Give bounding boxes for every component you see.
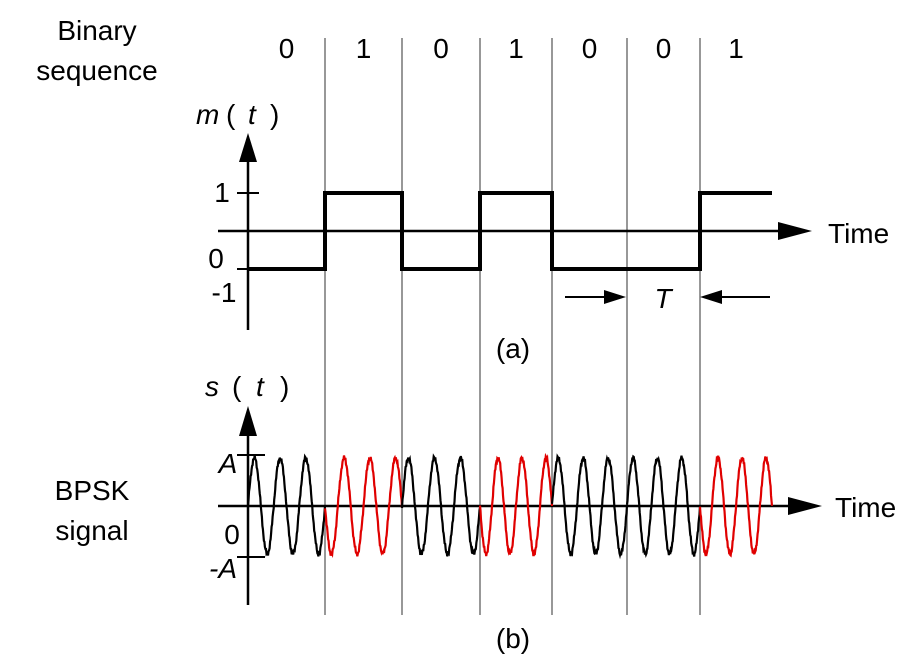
bpsk-segment-phase-pi bbox=[323, 454, 404, 558]
bpsk-label-line1: BPSK bbox=[55, 475, 130, 506]
tick-0b-label: 0 bbox=[224, 519, 240, 550]
bpsk-segment-phase-0 bbox=[550, 453, 629, 560]
bit-label: 1 bbox=[356, 33, 372, 64]
m-axis-open-paren: ( bbox=[226, 99, 236, 130]
bit-label: 0 bbox=[433, 33, 449, 64]
tick-negA-label: -A bbox=[209, 553, 237, 584]
time-label-a: Time bbox=[828, 218, 889, 249]
s-axis-symbol: s bbox=[205, 371, 219, 402]
caption-b: (b) bbox=[496, 623, 530, 654]
period-arrow-right-head bbox=[700, 290, 722, 304]
m-axis-arrowhead bbox=[239, 133, 257, 162]
bit-label: 1 bbox=[728, 33, 744, 64]
m-t-waveform bbox=[248, 191, 772, 271]
period-arrow-left-head bbox=[604, 290, 626, 304]
bit-labels: 0 1 0 1 0 0 1 bbox=[279, 33, 744, 64]
m-axis-close-paren: ) bbox=[270, 99, 279, 130]
s-axis-t: t bbox=[256, 371, 265, 402]
bpsk-segment-phase-0 bbox=[625, 454, 702, 558]
bit-label: 0 bbox=[582, 33, 598, 64]
bit-label: 0 bbox=[656, 33, 672, 64]
bpsk-label-line2: signal bbox=[55, 515, 128, 546]
period-label: T bbox=[654, 283, 673, 314]
bpsk-segment-phase-0 bbox=[246, 453, 327, 557]
binary-label-line1: Binary bbox=[57, 15, 136, 46]
bpsk-segment-phase-0 bbox=[400, 453, 482, 557]
tick-A-label: A bbox=[217, 448, 238, 479]
s-axis-close-paren: ) bbox=[280, 371, 289, 402]
tick-neg1-label: -1 bbox=[212, 277, 237, 308]
s-axis-open-paren: ( bbox=[232, 371, 242, 402]
bpsk-waveform bbox=[246, 452, 774, 560]
bpsk-segment-phase-pi bbox=[698, 455, 774, 558]
caption-a: (a) bbox=[496, 333, 530, 364]
bit-label: 0 bbox=[279, 33, 295, 64]
binary-label-line2: sequence bbox=[36, 55, 157, 86]
tick-1-label: 1 bbox=[214, 177, 230, 208]
bpsk-segment-phase-pi bbox=[478, 452, 554, 557]
time-axis-b-arrowhead bbox=[788, 497, 822, 515]
m-axis-symbol: m bbox=[196, 99, 219, 130]
bit-label: 1 bbox=[508, 33, 524, 64]
s-axis-arrowhead bbox=[239, 406, 257, 436]
tick-0-label: 0 bbox=[208, 243, 224, 274]
m-axis-t: t bbox=[248, 99, 257, 130]
bit-boundary-lines bbox=[324, 38, 701, 615]
time-axis-a-arrowhead bbox=[778, 222, 812, 240]
time-label-b: Time bbox=[835, 492, 896, 523]
